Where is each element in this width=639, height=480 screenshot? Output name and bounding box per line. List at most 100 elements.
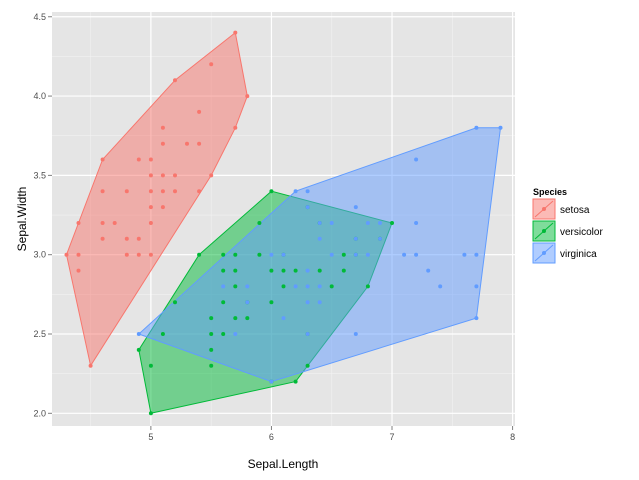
point-setosa: [209, 173, 214, 178]
point-versicolor: [136, 347, 141, 352]
point-virginica: [474, 125, 479, 130]
point-setosa: [100, 236, 105, 241]
hull-setosa: [65, 31, 248, 367]
y-tick-label: 2.5: [33, 329, 46, 339]
point-setosa: [197, 141, 202, 146]
point-versicolor: [148, 411, 153, 416]
point-versicolor: [269, 300, 274, 305]
point-setosa: [100, 189, 105, 194]
point-versicolor: [173, 300, 177, 305]
point-virginica: [281, 316, 286, 321]
point-versicolor: [233, 252, 238, 257]
point-setosa: [88, 363, 93, 368]
point-setosa: [136, 252, 141, 257]
point-virginica: [305, 205, 310, 210]
point-versicolor: [148, 363, 153, 368]
point-virginica: [378, 236, 382, 241]
point-virginica: [402, 252, 407, 257]
point-setosa: [233, 125, 238, 130]
point-setosa: [148, 189, 153, 194]
point-virginica: [353, 252, 358, 257]
point-setosa: [76, 252, 81, 257]
x-axis: 5 6 7 8: [148, 426, 515, 442]
point-setosa: [124, 189, 129, 194]
point-setosa: [160, 125, 165, 130]
point-setosa: [100, 221, 105, 225]
y-axis: 2.0 2.5 3.0 3.5 4.0 4.5: [33, 12, 52, 418]
point-setosa: [197, 189, 202, 194]
point-virginica: [305, 300, 310, 305]
point-versicolor: [233, 316, 238, 321]
point-versicolor: [233, 268, 238, 273]
x-tick-label: 6: [269, 432, 274, 442]
point-setosa: [148, 173, 153, 178]
legend-label-versicolor: versicolor: [560, 227, 603, 238]
point-virginica: [317, 221, 322, 225]
point-setosa: [76, 221, 81, 225]
point-setosa: [160, 205, 165, 210]
legend-key-point-versicolor: [542, 229, 546, 233]
point-virginica: [293, 189, 298, 194]
point-virginica: [269, 252, 274, 257]
point-versicolor: [233, 284, 238, 289]
point-versicolor: [305, 363, 310, 368]
point-setosa: [209, 62, 214, 67]
point-versicolor: [317, 268, 322, 273]
point-virginica: [269, 379, 274, 384]
point-virginica: [305, 284, 310, 289]
y-tick-label: 3.0: [33, 250, 46, 260]
hull-layer: [65, 31, 502, 414]
point-virginica: [438, 284, 443, 289]
point-virginica: [305, 189, 310, 194]
point-versicolor: [209, 332, 214, 336]
y-tick-label: 4.5: [33, 12, 46, 22]
point-versicolor: [341, 252, 346, 257]
points-layer: [64, 30, 503, 416]
point-setosa: [173, 78, 177, 83]
point-setosa: [185, 141, 189, 146]
point-setosa: [136, 236, 141, 241]
point-virginica: [474, 316, 479, 321]
point-virginica: [462, 252, 467, 257]
point-virginica: [136, 332, 141, 336]
point-setosa: [245, 94, 250, 99]
x-tick-label: 8: [510, 432, 515, 442]
point-virginica: [329, 221, 334, 225]
point-setosa: [112, 221, 117, 225]
point-virginica: [474, 252, 479, 257]
legend-label-setosa: setosa: [560, 205, 590, 216]
point-virginica: [317, 284, 322, 289]
point-setosa: [76, 268, 81, 273]
point-versicolor: [160, 332, 165, 336]
point-virginica: [414, 221, 419, 225]
y-tick-label: 2.0: [33, 408, 46, 418]
point-versicolor: [221, 300, 226, 305]
point-versicolor: [245, 316, 250, 321]
point-versicolor: [281, 268, 286, 273]
point-virginica: [474, 284, 479, 289]
point-versicolor: [257, 252, 262, 257]
legend: Species setosa versicolor virginica: [532, 187, 603, 264]
point-virginica: [305, 268, 310, 273]
point-versicolor: [221, 268, 226, 273]
point-virginica: [317, 236, 322, 241]
point-versicolor: [269, 189, 274, 194]
point-virginica: [414, 157, 419, 162]
point-virginica: [281, 252, 286, 257]
point-virginica: [353, 205, 358, 210]
point-virginica: [245, 284, 250, 289]
point-setosa: [136, 157, 141, 162]
y-tick-label: 3.5: [33, 170, 46, 180]
point-setosa: [233, 30, 238, 35]
legend-key-point-setosa: [542, 207, 546, 211]
point-versicolor: [221, 332, 226, 336]
x-tick-label: 7: [390, 432, 395, 442]
point-versicolor: [293, 379, 298, 384]
point-versicolor: [197, 252, 202, 257]
point-setosa: [173, 189, 177, 194]
point-setosa: [124, 252, 129, 257]
legend-label-virginica: virginica: [560, 249, 597, 260]
point-versicolor: [341, 268, 346, 273]
point-setosa: [160, 173, 165, 178]
point-virginica: [329, 252, 334, 257]
